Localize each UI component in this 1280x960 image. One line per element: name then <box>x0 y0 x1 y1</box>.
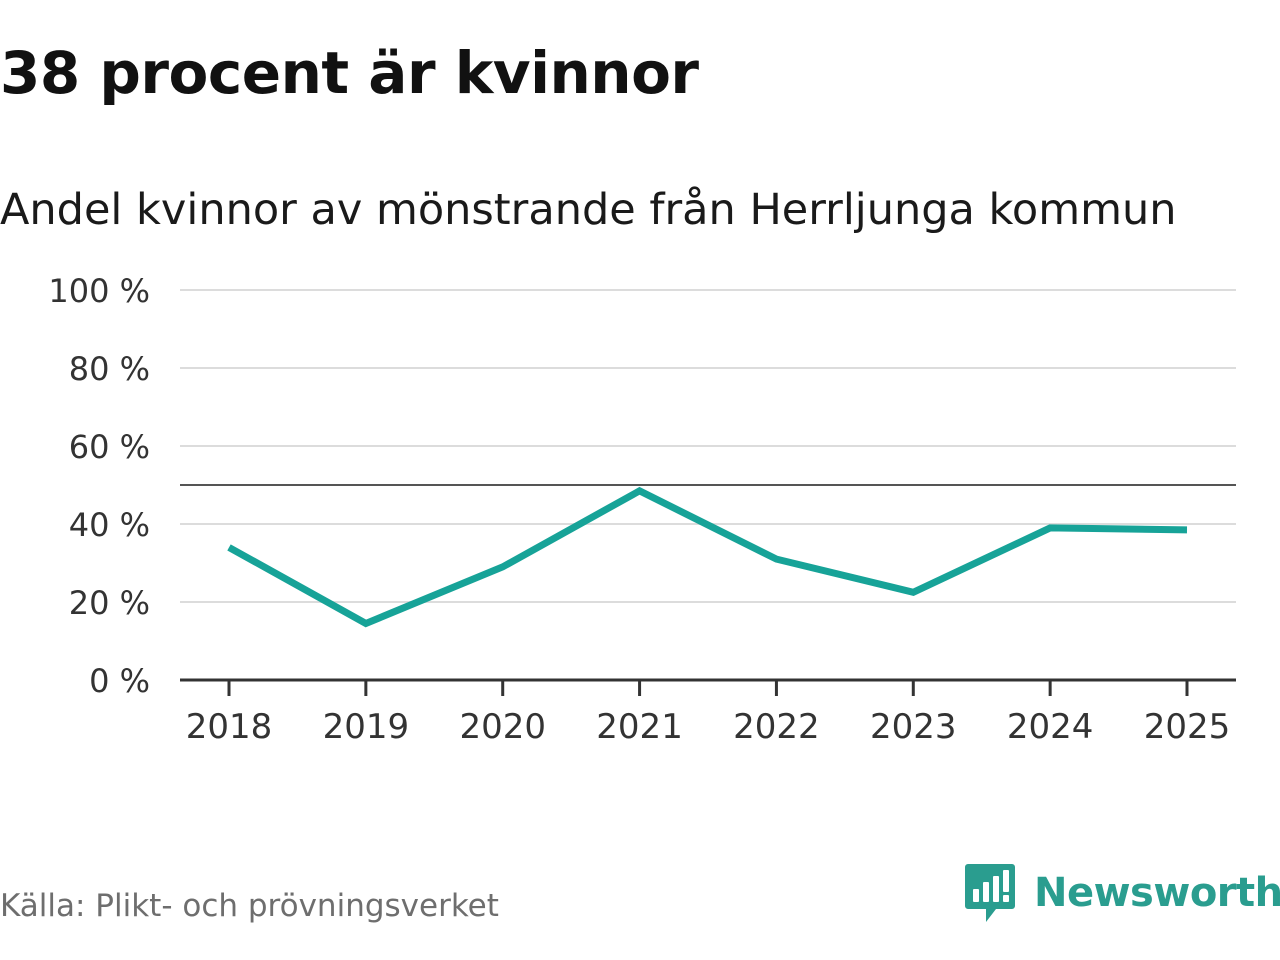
newsworthy-logo-icon <box>965 864 1015 922</box>
y-tick-label: 0 % <box>89 662 150 700</box>
x-tick-label: 2019 <box>323 707 410 747</box>
y-tick-label: 80 % <box>69 350 150 388</box>
chart-title: 38 procent är kvinnor <box>0 39 699 107</box>
y-tick-label: 60 % <box>69 428 150 466</box>
y-tick-label: 20 % <box>69 584 150 622</box>
x-tick-label: 2020 <box>459 707 546 747</box>
x-tick-label: 2022 <box>733 707 820 747</box>
x-tick-label: 2025 <box>1144 707 1231 747</box>
brand-logo: Newsworthy <box>964 862 1280 924</box>
series-line <box>227 486 1188 628</box>
x-tick-label: 2024 <box>1007 707 1094 747</box>
label-layer: 0 % 20 % 40 % 60 % 80 % 100 % 2018 2019 2020 2021… <box>48 272 1230 747</box>
grid-layer <box>180 289 1236 603</box>
chart-subtitle: Andel kvinnor av mönstrande från Herrlju… <box>0 185 1177 235</box>
y-tick-label: 100 % <box>48 272 150 310</box>
x-tick-label: 2021 <box>596 707 683 747</box>
series-layer <box>227 486 1188 628</box>
axis-layer <box>180 678 1236 696</box>
y-tick-label: 40 % <box>69 506 150 544</box>
x-tick-label: 2018 <box>186 707 273 747</box>
x-tick-label: 2023 <box>870 707 957 747</box>
source-note: Källa: Plikt- och prövningsverket <box>0 888 499 924</box>
brand-name: Newsworthy <box>1034 870 1280 916</box>
